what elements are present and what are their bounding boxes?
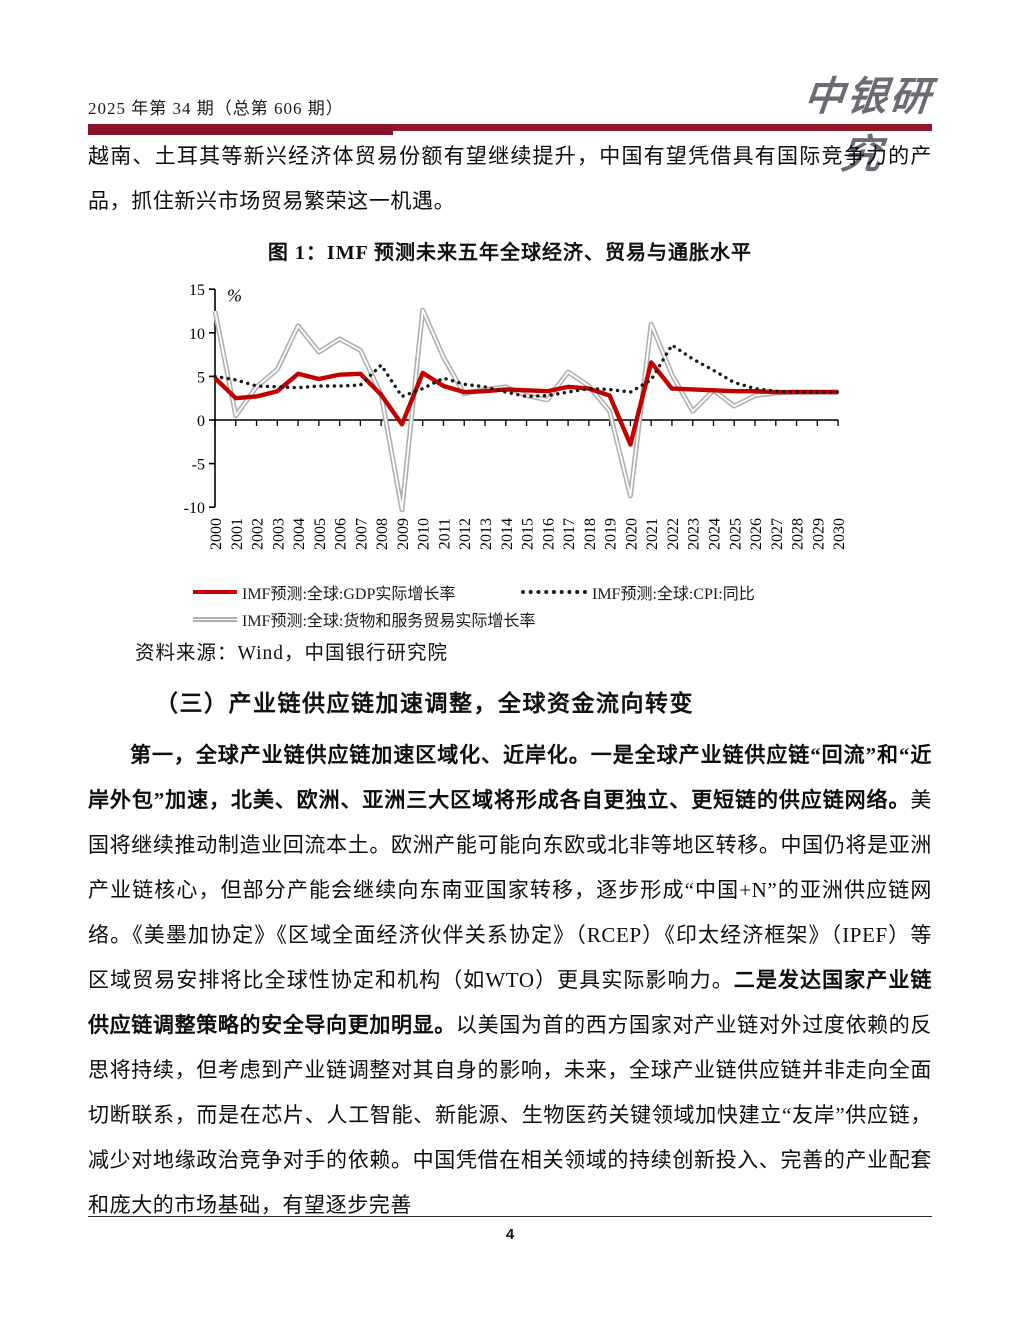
svg-text:0: 0 [197,413,205,430]
svg-text:2011: 2011 [436,518,453,549]
svg-text:2004: 2004 [291,518,308,550]
chart-legend: IMF预测:全球:GDP实际增长率 IMF预测:全球:CPI:同比 IMF预测:… [193,580,853,636]
svg-text:2012: 2012 [457,518,474,550]
figure-source: 资料来源：Wind，中国银行研究院 [135,643,449,664]
svg-text:5: 5 [197,369,205,386]
legend-item-trade: IMF预测:全球:货物和服务贸易实际增长率 [193,607,535,631]
svg-text:2030: 2030 [831,518,848,550]
svg-text:2005: 2005 [312,518,329,550]
svg-text:2002: 2002 [250,518,267,550]
svg-text:2010: 2010 [416,518,433,550]
header-rule-left-segment [88,124,393,135]
svg-text:2008: 2008 [374,518,391,550]
svg-text:2003: 2003 [270,518,287,550]
main-paragraph: 第一，全球产业链供应链加速区域化、近岸化。一是全球产业链供应链“回流”和“近岸外… [88,733,932,1228]
legend-label-trade: IMF预测:全球:货物和服务贸易实际增长率 [242,613,536,630]
issue-number: 2025 年第 34 期（总第 606 期） [88,99,344,118]
svg-text:2001: 2001 [229,518,246,550]
svg-text:2029: 2029 [810,518,827,550]
text-run: 以美国为首的西方国家对产业链对外过度依赖的反思将持续，但考虑到产业链调整对其自身… [88,1013,933,1217]
svg-text:2015: 2015 [520,518,537,550]
bold-run: 第一，全球产业链供应链加速区域化、近岸化。一是全球产业链供应链“回流”和“近岸外… [88,743,932,812]
header-rule [88,124,932,131]
svg-text:2026: 2026 [748,518,765,550]
trade-line-swatch [193,616,237,622]
svg-text:2016: 2016 [540,518,557,550]
page-number: 4 [505,1226,515,1243]
svg-text:2013: 2013 [478,518,495,550]
intro-paragraph: 越南、土耳其等新兴经济体贸易份额有望继续提升，中国有望凭借具有国际竞争力的产品，… [88,144,932,213]
svg-text:-10: -10 [184,500,205,517]
svg-text:2022: 2022 [665,518,682,550]
svg-text:2020: 2020 [623,518,640,550]
svg-text:2006: 2006 [333,518,350,550]
legend-item-gdp: IMF预测:全球:GDP实际增长率 [193,580,455,604]
svg-text:-5: -5 [192,457,205,474]
svg-text:15: 15 [189,282,205,299]
svg-text:2018: 2018 [582,518,599,550]
svg-text:%: % [227,285,242,305]
svg-text:2027: 2027 [769,518,786,550]
svg-text:2025: 2025 [727,518,744,550]
legend-item-cpi: IMF预测:全球:CPI:同比 [521,580,755,604]
bold-run: 二是发达国家产业链供应链调整策略的安全导向更加明显。 [88,968,932,1037]
svg-text:2024: 2024 [706,518,723,550]
svg-text:2009: 2009 [395,518,412,550]
svg-text:2028: 2028 [790,518,807,550]
footer-rule [88,1216,932,1218]
svg-text:10: 10 [189,326,205,343]
svg-text:2017: 2017 [561,518,578,550]
cpi-line-swatch [521,590,587,594]
svg-text:2023: 2023 [686,518,703,550]
svg-text:2014: 2014 [499,518,516,550]
gdp-line-swatch [193,590,237,594]
svg-text:2000: 2000 [208,518,225,550]
svg-text:2007: 2007 [353,518,370,550]
section-heading: （三）产业链供应链加速调整，全球资金流向转变 [155,691,694,716]
figure-title: 图 1：IMF 预测未来五年全球经济、贸易与通胀水平 [267,242,753,264]
text-run: 美国将继续推动制造业回流本土。欧洲产能可能向东欧或北非等地区转移。中国仍将是亚洲… [88,788,932,992]
legend-label-cpi: IMF预测:全球:CPI:同比 [592,586,755,603]
svg-text:2021: 2021 [644,518,661,550]
legend-label-gdp: IMF预测:全球:GDP实际增长率 [242,586,456,603]
svg-text:2019: 2019 [603,518,620,550]
